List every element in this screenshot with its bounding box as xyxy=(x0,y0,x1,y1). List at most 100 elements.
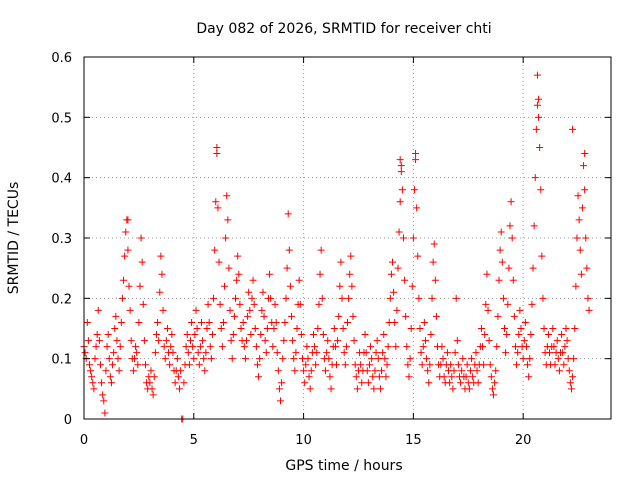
data-point xyxy=(426,361,434,369)
data-point xyxy=(402,312,410,320)
data-point xyxy=(544,331,552,339)
data-point xyxy=(199,337,207,345)
data-point xyxy=(176,385,184,393)
data-point xyxy=(253,361,261,369)
data-point xyxy=(189,343,197,351)
data-point xyxy=(85,361,93,369)
data-point xyxy=(150,373,158,381)
data-point xyxy=(571,325,579,332)
data-point xyxy=(221,282,229,290)
data-point xyxy=(190,355,198,363)
data-point xyxy=(510,312,518,320)
data-point xyxy=(219,318,227,326)
data-point xyxy=(251,325,259,332)
data-point xyxy=(407,325,415,332)
data-point xyxy=(154,318,162,326)
data-point xyxy=(224,216,232,224)
y-tick-label: 0.1 xyxy=(51,353,72,368)
data-point xyxy=(183,331,191,339)
data-point xyxy=(252,343,260,351)
data-point xyxy=(225,264,233,272)
axis-ticks xyxy=(83,56,611,420)
data-point xyxy=(281,318,289,326)
data-point xyxy=(396,198,404,206)
data-point xyxy=(393,306,401,314)
data-point xyxy=(502,349,510,357)
data-point xyxy=(414,252,422,260)
data-point xyxy=(569,125,577,133)
data-point xyxy=(337,258,345,266)
data-point xyxy=(184,349,192,357)
data-point xyxy=(432,312,440,320)
data-point xyxy=(201,367,209,375)
data-point xyxy=(381,355,389,363)
data-point xyxy=(417,349,425,357)
data-point xyxy=(327,385,335,393)
data-point xyxy=(516,306,524,314)
data-point xyxy=(87,367,95,375)
data-point xyxy=(517,325,525,332)
data-point xyxy=(191,331,199,339)
data-point xyxy=(367,343,375,351)
data-point xyxy=(244,312,252,320)
data-point xyxy=(263,325,271,332)
data-point xyxy=(185,361,193,369)
data-point xyxy=(439,355,447,363)
data-point xyxy=(346,270,354,278)
data-point xyxy=(182,343,190,351)
data-point xyxy=(124,246,132,254)
data-point xyxy=(352,373,360,381)
x-tick-label: 15 xyxy=(405,433,422,448)
data-point xyxy=(474,379,482,387)
data-point xyxy=(469,373,477,381)
data-point xyxy=(140,337,148,345)
data-point xyxy=(314,325,322,332)
data-point xyxy=(206,343,214,351)
data-point xyxy=(212,198,220,206)
data-point xyxy=(331,343,339,351)
data-point xyxy=(563,337,571,345)
data-point xyxy=(211,246,219,254)
data-point xyxy=(267,294,275,302)
data-point xyxy=(533,101,541,109)
data-point xyxy=(84,337,92,345)
data-point xyxy=(495,276,503,284)
x-tick-labels: 0 5 10 15 20 xyxy=(80,433,532,448)
data-point xyxy=(272,318,280,326)
data-point xyxy=(110,349,118,357)
data-point xyxy=(95,337,103,345)
data-point xyxy=(334,337,342,345)
x-tick-label: 20 xyxy=(515,433,532,448)
data-point xyxy=(149,391,157,399)
data-point xyxy=(161,355,169,363)
data-point xyxy=(484,306,492,314)
data-point xyxy=(440,373,448,381)
data-point xyxy=(138,258,146,266)
data-point xyxy=(168,331,176,339)
data-point xyxy=(479,343,487,351)
data-point xyxy=(133,349,141,357)
data-point xyxy=(258,306,266,314)
data-point xyxy=(459,355,467,363)
data-point xyxy=(250,300,258,308)
data-point xyxy=(167,343,175,351)
data-point xyxy=(394,264,402,272)
data-point xyxy=(451,349,459,357)
data-point xyxy=(134,361,142,369)
data-point xyxy=(290,355,298,363)
data-point xyxy=(497,228,505,236)
data-point xyxy=(397,168,405,176)
data-point xyxy=(286,282,294,290)
data-point xyxy=(410,186,418,194)
data-point xyxy=(466,367,474,375)
data-point xyxy=(465,385,473,393)
data-point xyxy=(257,331,265,339)
data-point xyxy=(311,343,319,351)
data-point xyxy=(94,306,102,314)
data-point xyxy=(261,337,269,345)
data-point xyxy=(369,373,377,381)
data-point xyxy=(538,252,546,260)
data-point xyxy=(560,361,568,369)
data-point xyxy=(372,349,380,357)
data-point xyxy=(584,294,592,302)
